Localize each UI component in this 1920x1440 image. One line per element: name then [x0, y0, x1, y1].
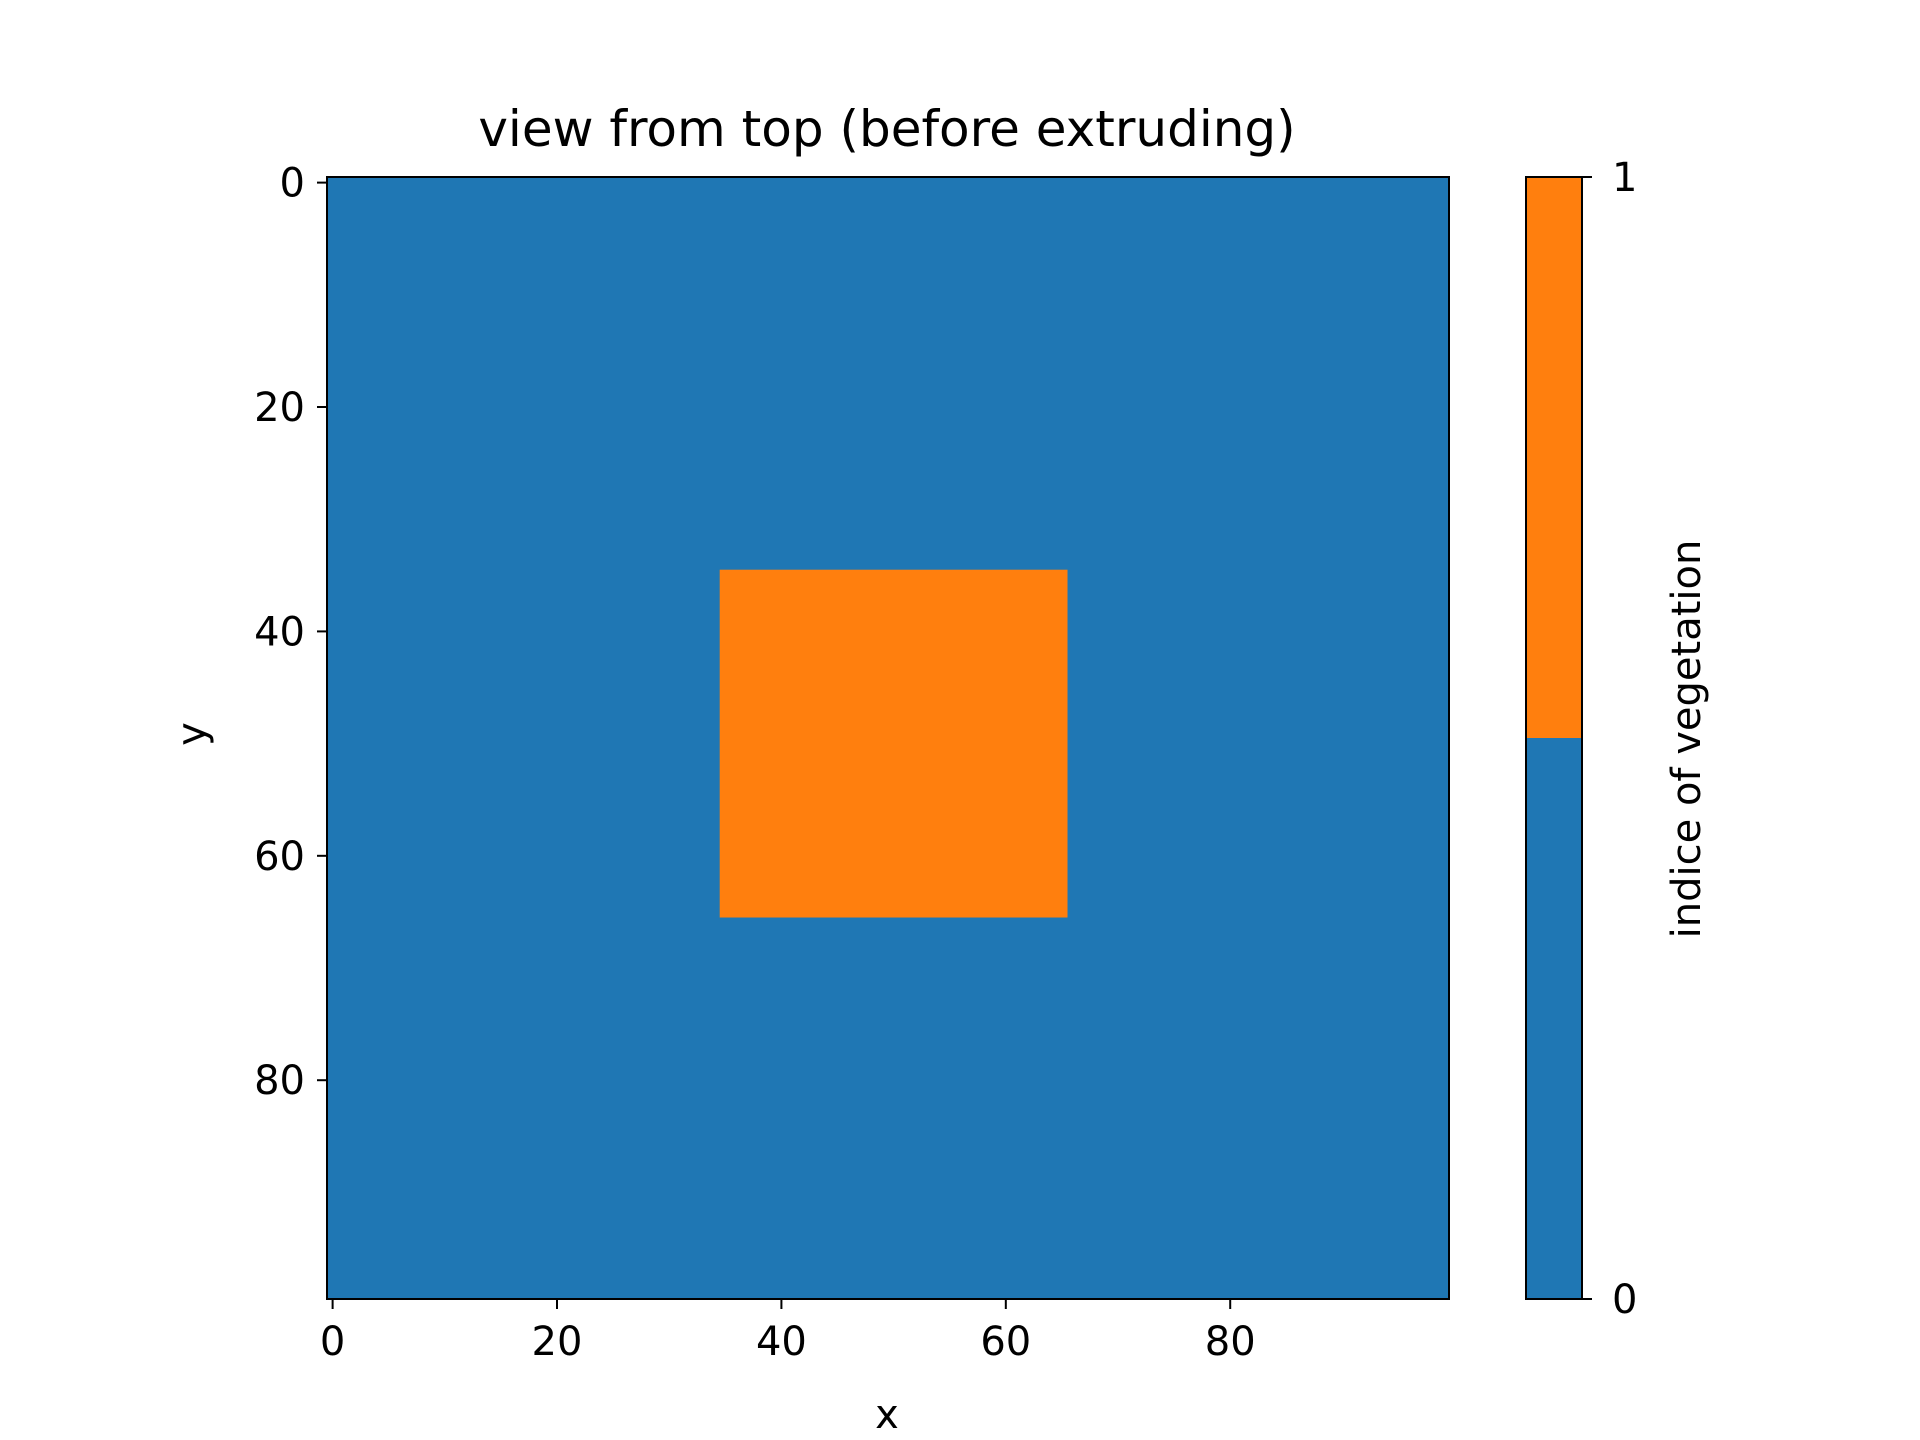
x-tick-label: 0 — [320, 1319, 345, 1365]
heatmap-plot-area — [326, 176, 1450, 1300]
vegetation-region — [719, 569, 1068, 918]
chart-title: view from top (before extruding) — [478, 100, 1295, 158]
colorbar-frame — [1525, 176, 1583, 1300]
y-tick-label: 40 — [254, 609, 305, 655]
x-tick-label: 40 — [756, 1319, 807, 1365]
plot-frame — [326, 176, 1450, 1300]
y-axis-label: y — [169, 722, 215, 746]
y-tick-label: 0 — [280, 161, 305, 207]
colorbar-tick-label: 0 — [1612, 1277, 1637, 1323]
x-axis: 0 20 40 60 80 — [320, 1299, 1256, 1365]
x-tick-label: 20 — [532, 1319, 583, 1365]
colorbar-segment — [1526, 738, 1582, 1299]
colorbar-segment — [1526, 177, 1582, 738]
colorbar-label: indice of vegetation — [1664, 540, 1710, 939]
colorbar-tick-label: 1 — [1612, 155, 1637, 201]
y-tick-label: 60 — [254, 834, 305, 880]
x-axis-label: x — [875, 1392, 899, 1438]
colorbar: 01 — [1525, 155, 1637, 1323]
x-tick-label: 60 — [980, 1319, 1031, 1365]
y-tick-label: 20 — [254, 385, 305, 431]
x-tick-label: 80 — [1205, 1319, 1256, 1365]
y-axis: 0 20 40 60 80 — [254, 161, 327, 1104]
y-tick-label: 80 — [254, 1058, 305, 1104]
